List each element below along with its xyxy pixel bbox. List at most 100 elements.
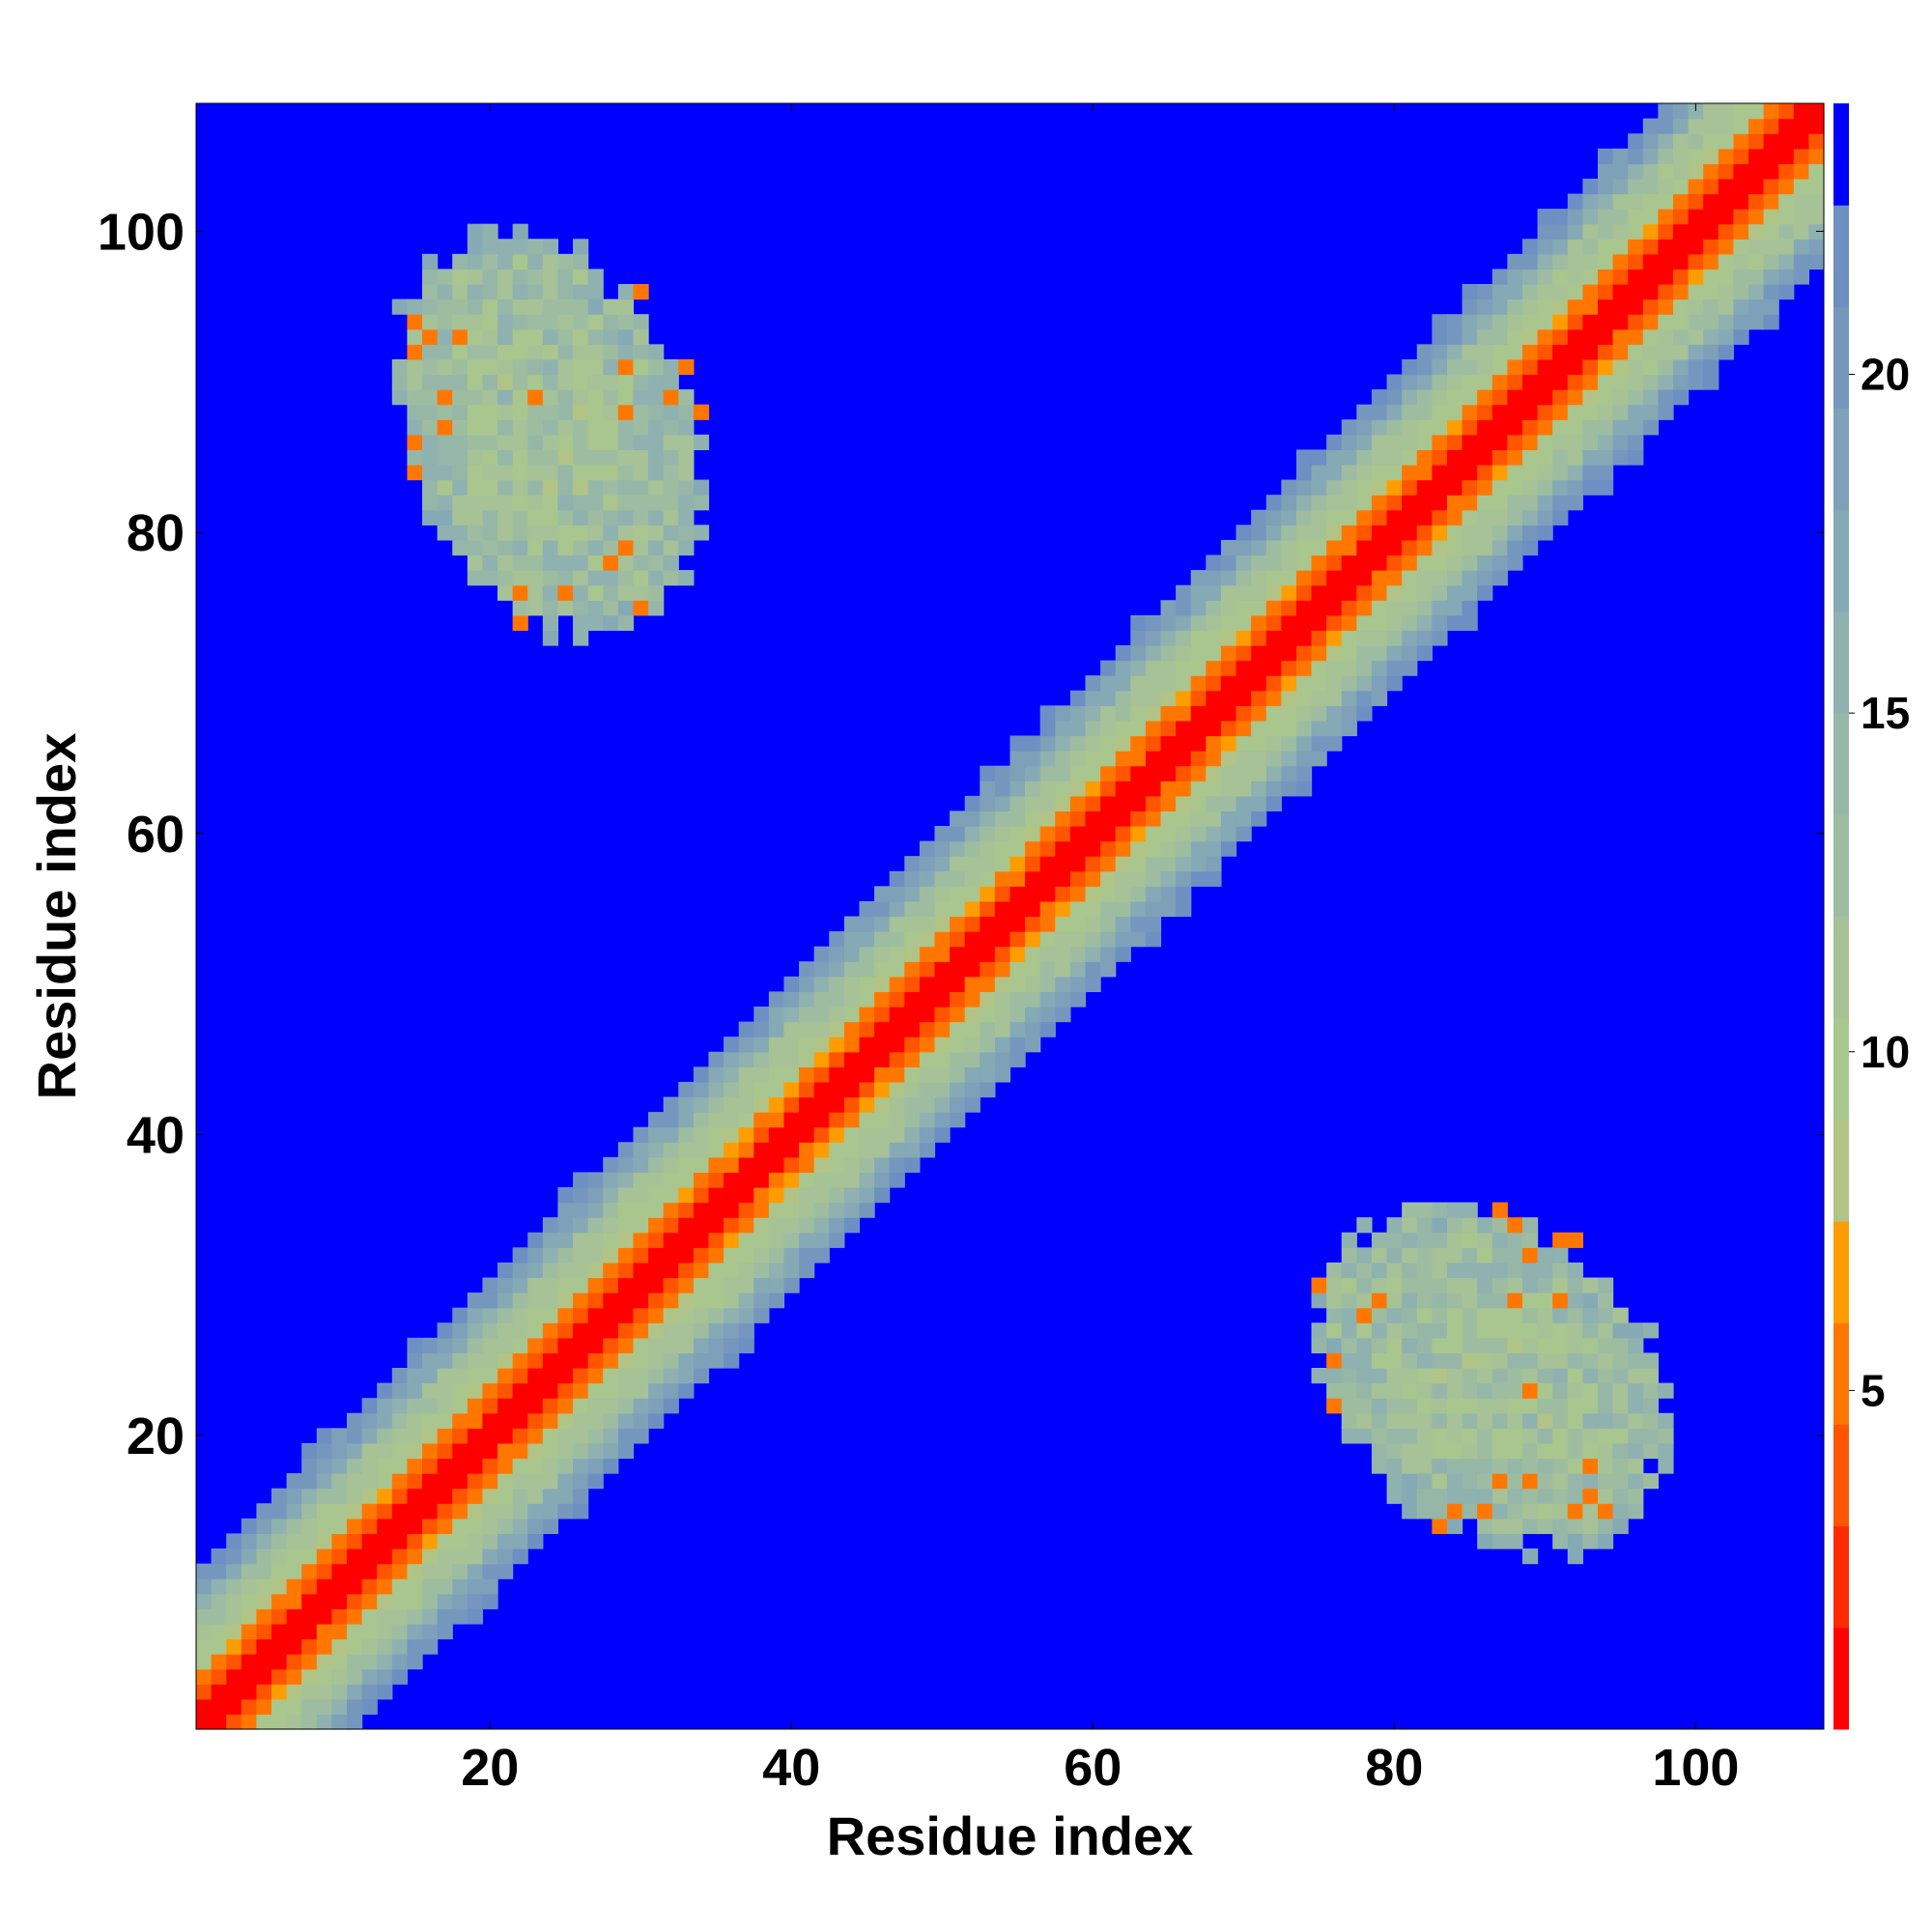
heatmap-cell <box>1507 525 1523 541</box>
heatmap-cell <box>1281 735 1297 752</box>
heatmap-cell <box>1069 810 1087 827</box>
heatmap-cell <box>542 1232 559 1248</box>
heatmap-cell <box>708 1293 724 1309</box>
heatmap-cell <box>1567 449 1583 466</box>
heatmap-cell <box>678 1232 695 1248</box>
heatmap-cell <box>1402 1277 1418 1293</box>
heatmap-cell <box>1190 570 1207 586</box>
heatmap-cell <box>950 961 966 978</box>
heatmap-cell <box>196 1654 213 1670</box>
heatmap-cell <box>617 614 635 632</box>
heatmap-cell <box>301 1668 318 1685</box>
heatmap-cell <box>708 1352 724 1369</box>
heatmap-cell <box>1085 690 1101 706</box>
heatmap-cell <box>1176 810 1192 827</box>
heatmap-cell <box>377 1428 393 1444</box>
heatmap-cell <box>663 479 679 496</box>
heatmap-cell <box>422 1578 439 1595</box>
heatmap-cell <box>753 1142 770 1158</box>
heatmap-cell <box>1416 645 1433 662</box>
heatmap-cell <box>1477 328 1493 345</box>
heatmap-cell <box>708 1217 724 1234</box>
heatmap-cell <box>1025 916 1041 932</box>
heatmap-cell <box>753 1007 770 1023</box>
heatmap-cell <box>1658 1412 1674 1429</box>
heatmap-cell <box>1477 1428 1493 1444</box>
heatmap-cell <box>693 1187 710 1204</box>
heatmap-cell <box>633 284 649 300</box>
heatmap-cell <box>633 1232 649 1248</box>
heatmap-cell <box>1341 600 1357 616</box>
heatmap-cell <box>678 509 695 526</box>
heatmap-cell <box>904 1007 921 1023</box>
heatmap-cell <box>1507 1473 1523 1490</box>
heatmap-cell <box>1206 795 1222 812</box>
heatmap-cell <box>708 1277 724 1293</box>
heatmap-cell <box>1371 1307 1388 1323</box>
heatmap-cell <box>271 1698 288 1716</box>
heatmap-cell <box>1612 284 1629 300</box>
heatmap-cell <box>617 1156 635 1174</box>
heatmap-cell <box>1386 1368 1403 1384</box>
heatmap-cell <box>1462 1262 1478 1279</box>
heatmap-cell <box>482 1488 498 1504</box>
heatmap-cell <box>437 479 453 496</box>
heatmap-cell <box>1206 705 1222 722</box>
heatmap-cell <box>452 344 469 360</box>
heatmap-cell <box>391 1398 409 1414</box>
heatmap-cell <box>1552 209 1569 225</box>
heatmap-cell <box>1100 675 1117 692</box>
heatmap-cell <box>241 1638 258 1655</box>
heatmap-cell <box>512 1382 528 1399</box>
heatmap-cell <box>1628 269 1644 285</box>
heatmap-cell <box>377 1488 393 1504</box>
heatmap-cell <box>874 886 891 902</box>
heatmap-cell <box>452 1548 469 1565</box>
heatmap-cell <box>1326 509 1343 526</box>
heatmap-cell <box>1009 916 1026 932</box>
heatmap-cell <box>1793 178 1809 195</box>
heatmap-cell <box>1628 163 1644 180</box>
colorbar-tick-label: 5 <box>1861 1365 1886 1415</box>
heatmap-cell <box>1025 961 1041 978</box>
heatmap-cell <box>738 1247 754 1264</box>
heatmap-cell <box>512 1518 528 1535</box>
heatmap-cell <box>708 1307 724 1323</box>
heatmap-cell <box>1326 690 1343 706</box>
heatmap-cell <box>407 1563 423 1579</box>
heatmap-cell <box>1356 675 1373 692</box>
heatmap-cell <box>482 298 498 315</box>
heatmap-cell <box>1220 645 1237 662</box>
heatmap-cell <box>1236 765 1252 781</box>
heatmap-cell <box>648 1398 665 1414</box>
heatmap-cell <box>1295 705 1313 722</box>
y-tick-label: 60 <box>127 806 185 864</box>
heatmap-cell <box>663 1156 679 1174</box>
heatmap-cell <box>738 1156 754 1174</box>
heatmap-cell <box>542 239 559 255</box>
heatmap-cell <box>663 465 679 481</box>
heatmap-cell <box>843 1021 861 1037</box>
heatmap-cell <box>633 509 649 526</box>
heatmap-cell <box>724 1096 740 1113</box>
heatmap-cell <box>859 1142 875 1158</box>
heatmap-cell <box>799 961 815 978</box>
heatmap-cell <box>678 1126 695 1143</box>
heatmap-cell <box>301 1608 318 1625</box>
heatmap-cell <box>1778 239 1795 255</box>
heatmap-cell <box>919 1066 936 1083</box>
heatmap-cell <box>678 1202 695 1218</box>
heatmap-cell <box>1703 103 1719 120</box>
heatmap-cell <box>1220 690 1237 706</box>
heatmap-cell <box>678 1096 695 1113</box>
heatmap-cell <box>648 1368 665 1384</box>
heatmap-cell <box>648 554 665 571</box>
heatmap-cell <box>708 1142 724 1158</box>
heatmap-cell <box>1628 1473 1644 1490</box>
heatmap-cell <box>617 1337 635 1354</box>
heatmap-cell <box>226 1638 242 1655</box>
heatmap-cell <box>633 1412 649 1429</box>
heatmap-cell <box>1416 1202 1433 1218</box>
heatmap-cell <box>603 389 619 406</box>
x-axis-ticks: 20 40 60 80 100 <box>461 103 1739 1797</box>
